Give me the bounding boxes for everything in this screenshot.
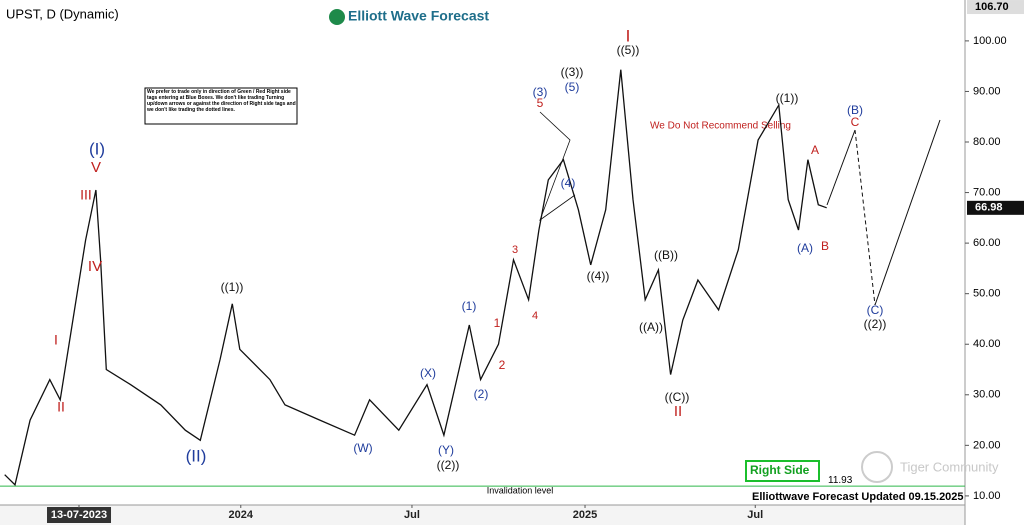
wave-label: (4)	[561, 176, 576, 190]
last-price-bg	[967, 200, 1024, 215]
invalidation-value: 11.93	[828, 475, 853, 486]
invalidation-label: Invalidation level	[487, 486, 554, 496]
y-tick-label: 80.00	[973, 136, 1001, 148]
wave-label: (2)	[474, 387, 489, 401]
warning: We Do Not Recommend Selling	[650, 121, 791, 132]
x-tick-label: 2024	[229, 509, 254, 521]
wave-label: (B)	[847, 103, 863, 117]
triangle-lines	[539, 111, 576, 222]
x-tick-label: 2025	[573, 509, 597, 521]
high-marker-bg	[967, 0, 1024, 15]
y-tick-label: 50.00	[973, 288, 1001, 300]
wave-label: 4	[532, 310, 538, 322]
wave-label: (I)	[89, 139, 105, 158]
note: We prefer to trade only in direction of …	[147, 89, 296, 113]
wave-label: C	[851, 115, 860, 129]
wave-label: (W)	[353, 441, 372, 455]
y-tick-label: 100.00	[973, 35, 1007, 47]
note-text: We prefer to trade only in direction of …	[147, 89, 296, 113]
last-price: 66.98	[975, 202, 1003, 214]
high-marker: 106.70	[975, 1, 1009, 13]
y-tick-label: 20.00	[973, 439, 1001, 451]
right-side: Right Side	[750, 463, 810, 477]
wave-label: (X)	[420, 366, 436, 380]
x-tick-label: 13-07-2023	[51, 509, 107, 521]
x-tick-label: Jul	[404, 509, 420, 521]
wave-label: ((2))	[437, 458, 460, 472]
wave-label: 2	[499, 358, 506, 372]
wave-label: I	[54, 332, 58, 348]
wave-label: (5)	[565, 80, 580, 94]
wave-label: V	[91, 159, 101, 176]
wave-label: I	[626, 26, 631, 45]
projection	[874, 119, 941, 306]
brand: Elliott Wave Forecast	[348, 8, 489, 24]
crosshair-label-bg	[47, 507, 112, 523]
chart-title: UPST, D (Dynamic)	[6, 6, 119, 21]
footer: Elliottwave Forecast Updated 09.15.2025	[752, 491, 964, 503]
right-side-box	[745, 460, 820, 482]
wave-label: 3	[512, 244, 518, 256]
watermark-icon	[861, 451, 893, 483]
wave-label: ((B))	[654, 248, 678, 262]
wave-label: 5	[537, 96, 544, 110]
y-tick-label: 60.00	[973, 237, 1001, 249]
x-tick-label: Jul	[747, 509, 763, 521]
wave-label: ((5))	[617, 43, 640, 57]
y-tick-label: 90.00	[973, 85, 1001, 97]
wave-label: II	[57, 399, 65, 415]
logo-icon	[329, 9, 345, 25]
wave-label: III	[80, 187, 92, 203]
wave-label: B	[821, 239, 829, 253]
watermark: Tiger Community	[900, 459, 999, 474]
y-tick-label: 40.00	[973, 338, 1001, 350]
wave-label: ((1))	[776, 91, 799, 105]
wave-label: ((3))	[561, 65, 584, 79]
y-tick-label: 30.00	[973, 389, 1001, 401]
wave-label: (1)	[462, 299, 477, 313]
wave-label: (Y)	[438, 443, 454, 457]
projection	[826, 129, 856, 206]
wave-label: II	[674, 403, 682, 420]
wave-label: ((C))	[665, 390, 690, 404]
wave-label: (II)	[186, 446, 207, 465]
wave-label: ((4))	[587, 269, 610, 283]
wave-label: (C)	[867, 303, 884, 317]
y-tick-label: 70.00	[973, 186, 1001, 198]
wave-label: IV	[88, 258, 102, 275]
note-box	[144, 87, 298, 125]
x-axis-strip	[0, 505, 965, 525]
wave-label: ((1))	[221, 280, 244, 294]
wave-label: A	[811, 143, 819, 157]
y-tick-label: 10.00	[973, 490, 1001, 502]
wave-label: (3)	[533, 85, 548, 99]
price-line	[4, 69, 827, 487]
wave-label: ((A))	[639, 320, 663, 334]
wave-label: ((2))	[864, 317, 887, 331]
wave-label: 1	[494, 316, 501, 330]
projection-dashed	[854, 129, 876, 306]
wave-label: (A)	[797, 241, 813, 255]
